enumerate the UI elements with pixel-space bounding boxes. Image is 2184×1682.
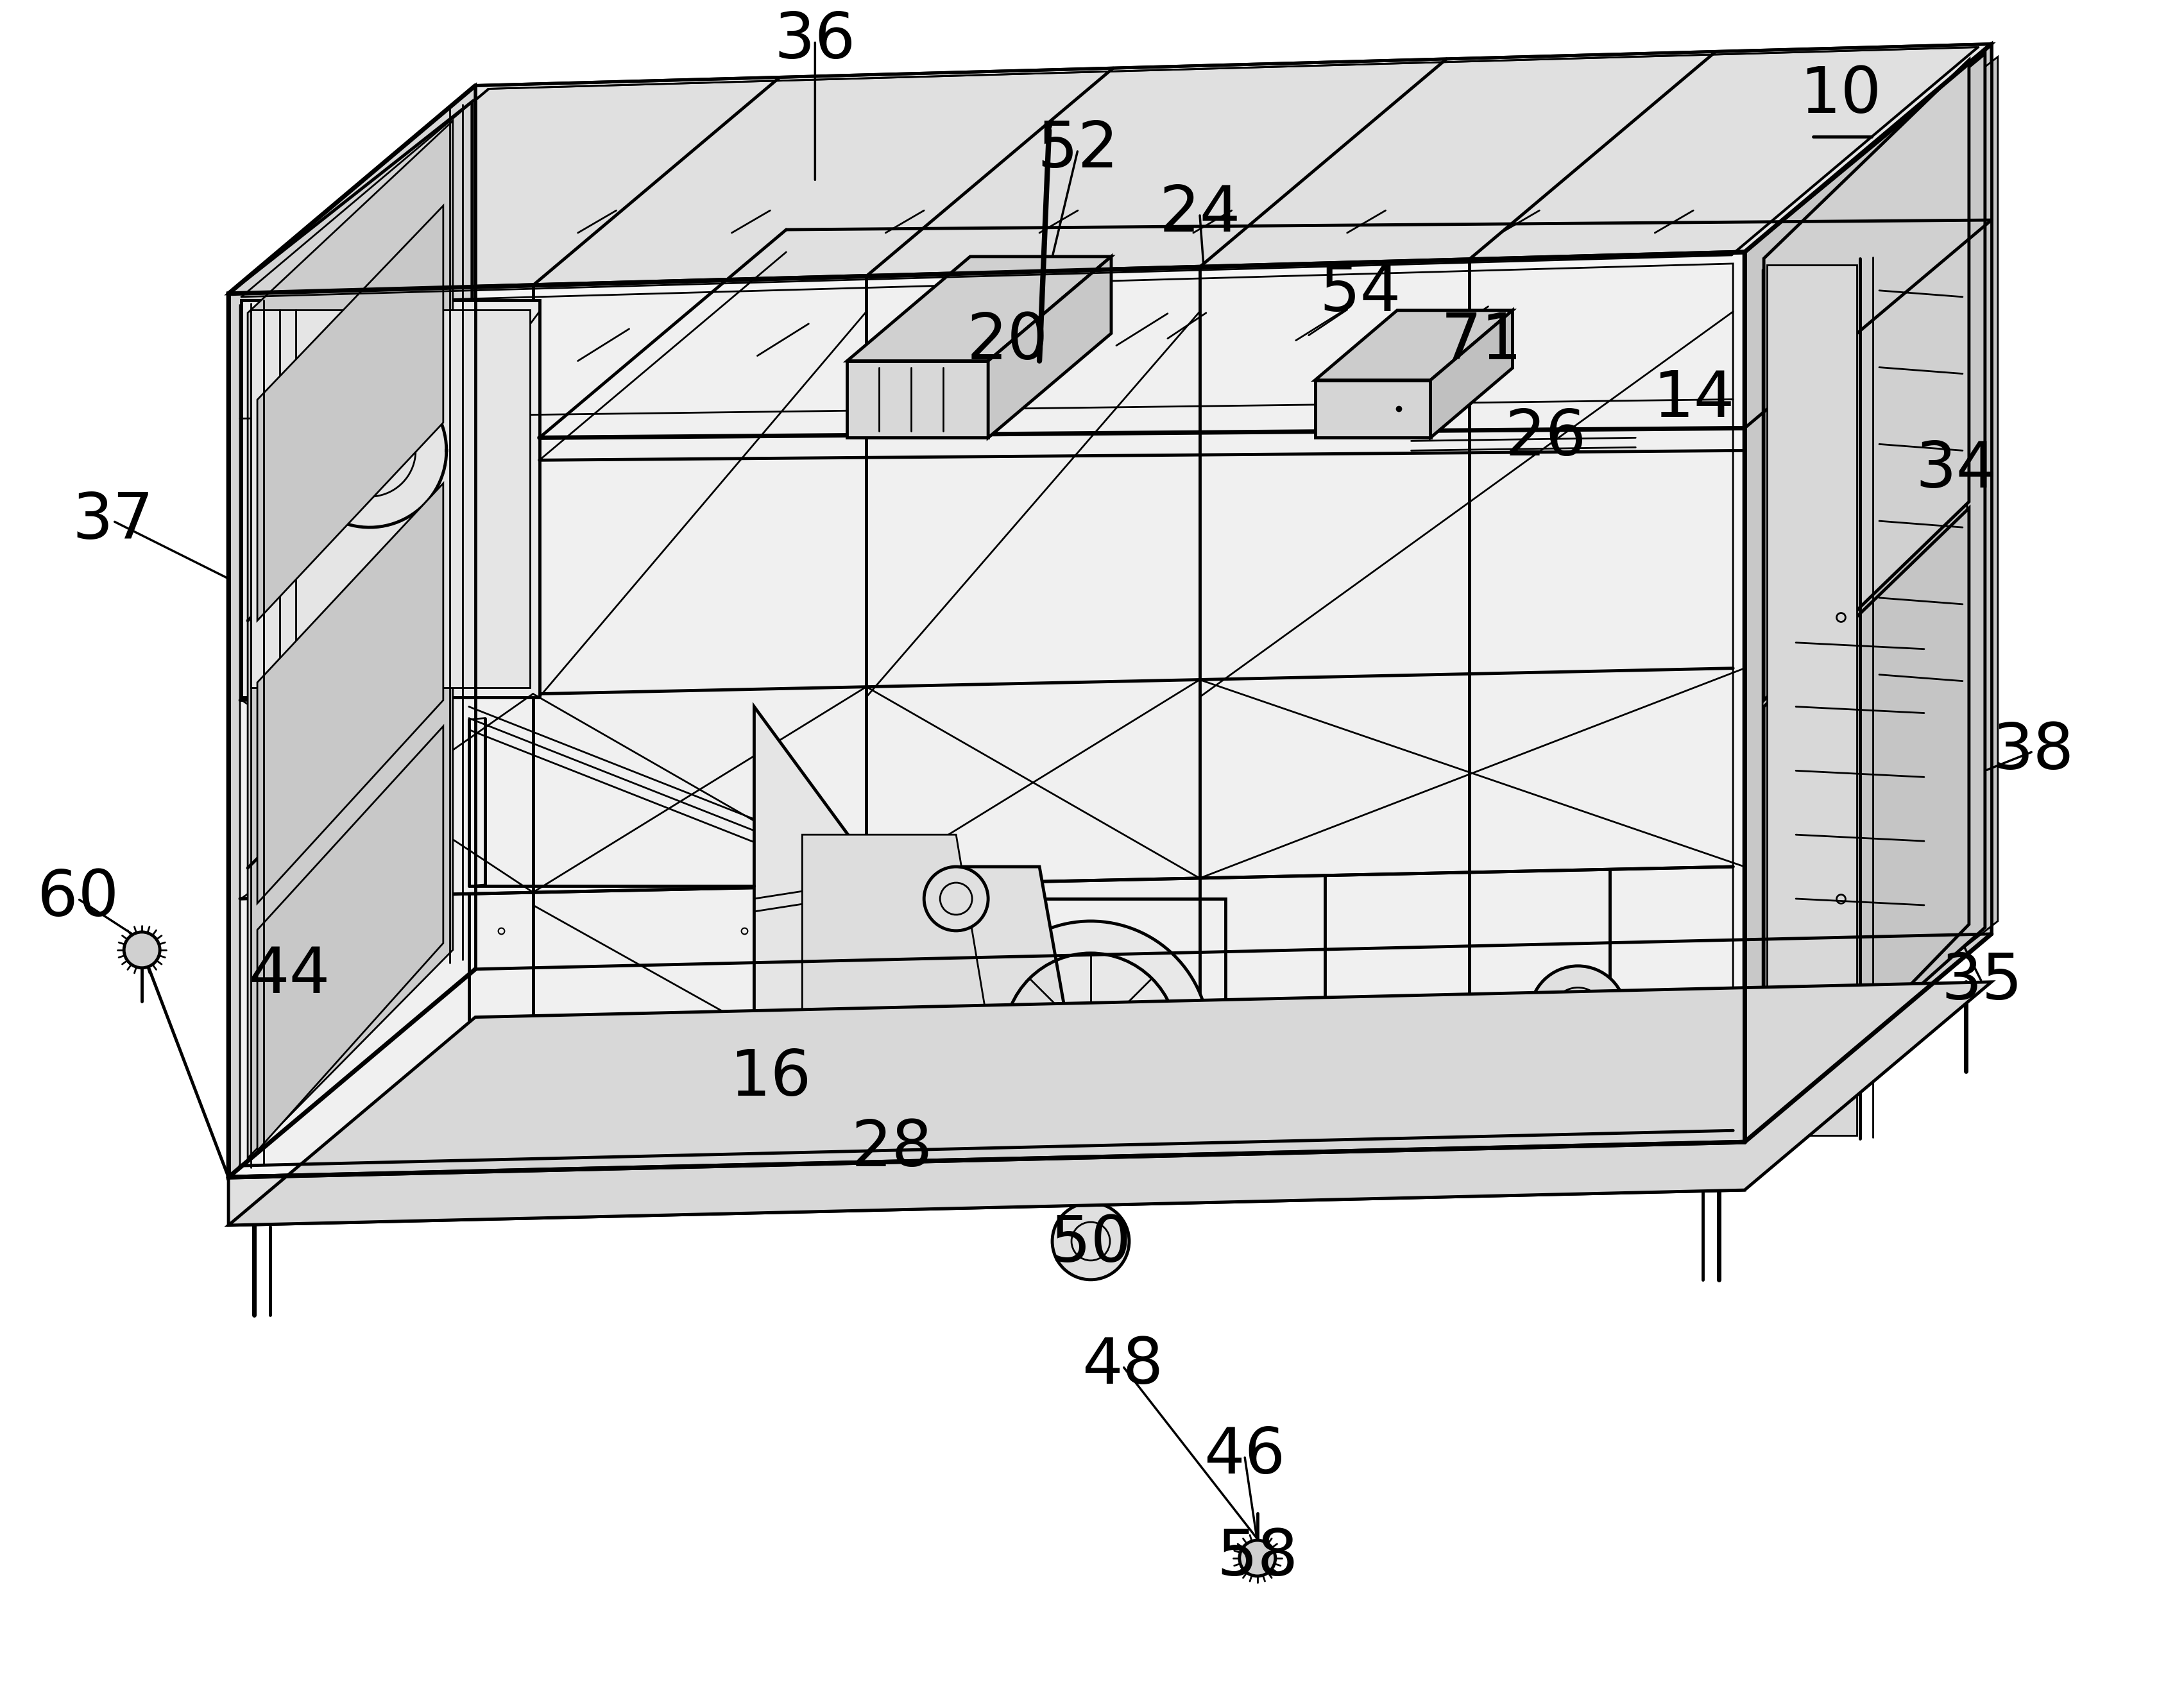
Polygon shape (847, 257, 1112, 362)
Text: 34: 34 (1915, 439, 1996, 501)
Circle shape (924, 866, 987, 930)
Text: 24: 24 (1160, 183, 1241, 246)
Polygon shape (847, 362, 987, 437)
Polygon shape (229, 86, 476, 1177)
Text: 28: 28 (852, 1117, 933, 1179)
Text: 54: 54 (1319, 262, 1400, 325)
Polygon shape (802, 834, 987, 1026)
Polygon shape (247, 121, 452, 1157)
Polygon shape (1745, 54, 1985, 1142)
Text: 36: 36 (775, 10, 856, 72)
Text: 10: 10 (1800, 64, 1883, 126)
Text: 48: 48 (1081, 1336, 1164, 1398)
Polygon shape (229, 101, 472, 1177)
Polygon shape (867, 866, 1090, 1156)
Polygon shape (258, 727, 443, 1150)
Polygon shape (1745, 44, 1992, 1142)
Polygon shape (251, 309, 531, 688)
Text: 35: 35 (1942, 950, 2022, 1013)
Text: 37: 37 (72, 489, 153, 552)
Polygon shape (753, 706, 959, 1085)
Polygon shape (1767, 264, 1856, 1135)
Text: 26: 26 (1505, 407, 1588, 469)
Polygon shape (1762, 72, 1968, 1124)
Text: 20: 20 (968, 311, 1048, 373)
Polygon shape (987, 257, 1112, 437)
Polygon shape (240, 264, 1734, 1166)
Circle shape (1529, 965, 1627, 1061)
Circle shape (1241, 1541, 1275, 1576)
Polygon shape (258, 205, 443, 621)
Text: 71: 71 (1441, 311, 1522, 373)
Text: 58: 58 (1216, 1527, 1297, 1589)
Text: 50: 50 (1051, 1213, 1131, 1275)
Text: 52: 52 (1037, 118, 1118, 180)
Text: 38: 38 (1992, 720, 2075, 782)
Polygon shape (1431, 309, 1514, 437)
Polygon shape (1732, 57, 1998, 1129)
Polygon shape (1765, 508, 1970, 1135)
Text: 16: 16 (729, 1046, 810, 1108)
Text: 46: 46 (1203, 1425, 1286, 1487)
Polygon shape (229, 1142, 1745, 1224)
Circle shape (1053, 1203, 1129, 1280)
Polygon shape (1765, 61, 1970, 700)
Polygon shape (229, 982, 1992, 1224)
Polygon shape (258, 483, 443, 903)
Text: 60: 60 (37, 868, 118, 930)
Polygon shape (1315, 309, 1514, 380)
Polygon shape (1315, 380, 1431, 437)
Text: 44: 44 (249, 944, 330, 1006)
Polygon shape (229, 252, 1745, 1177)
Text: 14: 14 (1653, 368, 1734, 431)
Polygon shape (229, 44, 1992, 294)
Polygon shape (240, 299, 539, 696)
Circle shape (124, 932, 159, 967)
Circle shape (972, 922, 1210, 1157)
Polygon shape (242, 47, 1977, 298)
